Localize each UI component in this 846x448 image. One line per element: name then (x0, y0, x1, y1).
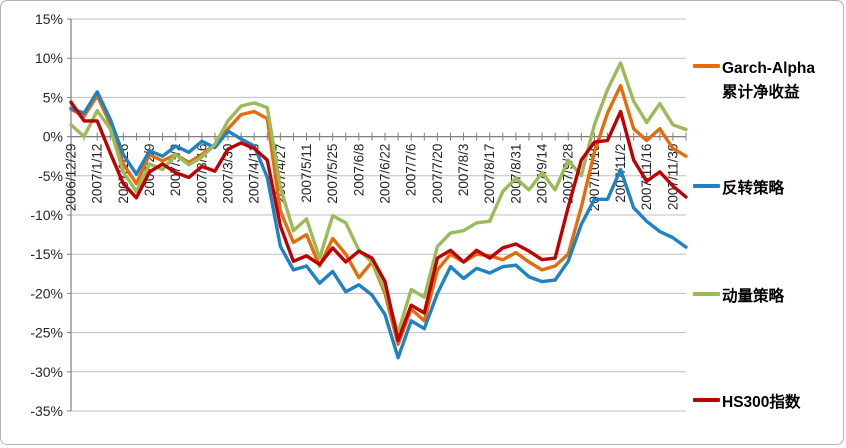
x-tick-label: 2007/7/6 (404, 144, 419, 197)
legend-label-reversal: 反转策略 (722, 180, 785, 197)
legend-swatch-garch-alpha (693, 64, 720, 68)
x-tick-label: 2007/6/8 (351, 144, 366, 197)
x-tick-label: 2007/5/25 (325, 144, 340, 204)
x-tick-label: 2007/11/16 (639, 144, 654, 211)
legend-label-garch-alpha-line1: Garch-Alpha (722, 60, 816, 77)
y-tick-label: -35% (30, 403, 63, 419)
series-line-2 (69, 61, 688, 335)
legend-item-reversal: 反转策略 (693, 177, 784, 201)
legend-label-garch-alpha-line2: 累计净收益 (722, 84, 800, 102)
y-tick-label: 10% (35, 50, 63, 66)
y-axis-labels: 15% 10% 5% 0% -5% -10% -15% -20% -25% -30% -35% (30, 11, 63, 419)
x-tick-label: 2007/11/30 (665, 144, 680, 211)
y-tick-label: 0% (43, 129, 63, 145)
y-tick-label: -15% (30, 246, 63, 262)
legend-swatch-momentum (693, 292, 720, 296)
legend-item-momentum: 动量策略 (693, 285, 784, 309)
chart-legend: Garch-Alpha 累计净收益 反转策略 动量策略 HS300指数 (693, 1, 845, 448)
x-tick-label: 2007/1/12 (90, 144, 105, 204)
x-tick-label: 2007/7/20 (430, 144, 445, 204)
y-tick-label: -30% (30, 364, 63, 380)
x-tick-label: 2007/8/31 (508, 144, 523, 204)
y-tick-label: -25% (30, 325, 63, 341)
y-tick-label: 15% (35, 11, 63, 27)
legend-swatch-hs300 (693, 398, 720, 402)
gridlines (67, 18, 686, 412)
x-tick-label: 2007/10/19 (587, 144, 602, 212)
legend-item-hs300: HS300指数 (693, 391, 800, 415)
y-tick-label: 5% (43, 89, 63, 105)
x-tick-label: 2007/8/17 (482, 144, 497, 204)
legend-label-hs300: HS300指数 (722, 394, 801, 411)
x-tick-label: 2007/5/11 (299, 144, 314, 203)
series-line-3 (69, 100, 688, 343)
y-tick-label: -20% (30, 285, 63, 301)
y-tick-label: -5% (38, 168, 63, 184)
legend-swatch-reversal (693, 184, 720, 188)
x-tick-label: 2006/12/29 (64, 144, 79, 212)
legend-label-momentum: 动量策略 (722, 288, 785, 305)
x-tick-label: 2007/8/3 (456, 144, 471, 197)
x-tick-label: 2007/3/30 (221, 144, 236, 204)
legend-item-garch-alpha: Garch-Alpha 累计净收益 (693, 57, 815, 105)
y-tick-label: -10% (30, 207, 63, 223)
series-line-1 (69, 90, 688, 360)
x-tick-label: 2007/6/22 (378, 144, 393, 204)
